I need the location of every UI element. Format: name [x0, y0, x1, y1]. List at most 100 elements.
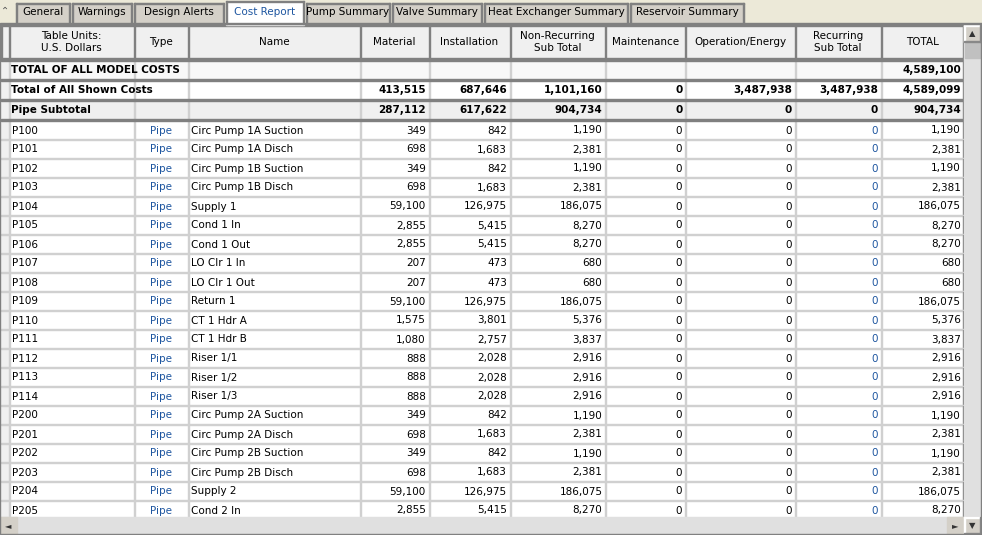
Text: 5,376: 5,376 [931, 316, 961, 325]
Bar [795, 482, 796, 501]
Bar [226, 1, 304, 25]
Bar [963, 349, 964, 368]
Bar [795, 140, 796, 159]
Bar [510, 216, 511, 235]
Text: 0: 0 [785, 105, 792, 115]
Bar [429, 387, 430, 406]
Text: 888: 888 [406, 372, 426, 383]
Text: Pipe: Pipe [150, 392, 172, 401]
Bar [429, 444, 430, 463]
Text: Pipe: Pipe [150, 182, 172, 193]
Text: 687,646: 687,646 [459, 85, 507, 95]
Text: 0: 0 [676, 354, 682, 363]
Bar [1, 462, 964, 463]
Text: P104: P104 [12, 202, 38, 211]
Text: 904,734: 904,734 [913, 105, 961, 115]
Bar [135, 197, 136, 216]
Text: Pipe: Pipe [150, 296, 172, 307]
Bar [429, 463, 430, 482]
Bar [360, 482, 361, 501]
Bar [16, 3, 70, 4]
Bar [963, 273, 964, 292]
Text: 8,270: 8,270 [931, 220, 961, 231]
Bar [135, 463, 136, 482]
Text: 2,381: 2,381 [573, 182, 602, 193]
Bar [0, 517, 964, 534]
Text: Pipe: Pipe [150, 202, 172, 211]
Bar [9, 216, 10, 235]
Bar [795, 197, 796, 216]
Bar [1, 292, 9, 311]
Bar [16, 3, 70, 23]
Text: 1,683: 1,683 [477, 430, 507, 439]
Bar [1, 501, 9, 520]
Text: 680: 680 [942, 278, 961, 287]
Bar [795, 216, 796, 235]
Bar [1, 519, 964, 520]
Bar [1, 329, 964, 330]
Bar [135, 273, 136, 292]
Text: 0: 0 [786, 430, 792, 439]
Bar [881, 387, 882, 406]
Text: P105: P105 [12, 220, 38, 231]
Text: P103: P103 [12, 182, 38, 193]
Text: Circ Pump 1B Suction: Circ Pump 1B Suction [191, 164, 303, 173]
Text: P109: P109 [12, 296, 38, 307]
Bar [135, 254, 136, 273]
Text: Installation: Installation [440, 37, 498, 47]
Text: Return 1: Return 1 [191, 296, 236, 307]
Bar [9, 140, 10, 159]
Text: 1,575: 1,575 [396, 316, 426, 325]
Bar [223, 3, 224, 23]
Text: Supply 1: Supply 1 [191, 202, 237, 211]
Bar [881, 159, 882, 178]
Bar [510, 406, 511, 425]
Text: 2,916: 2,916 [931, 372, 961, 383]
Bar [881, 216, 882, 235]
Bar [881, 121, 882, 140]
Text: 0: 0 [676, 296, 682, 307]
Bar [429, 501, 430, 520]
Text: 2,855: 2,855 [396, 240, 426, 249]
Bar [1, 348, 964, 349]
Bar [360, 292, 361, 311]
Text: P101: P101 [12, 144, 38, 155]
Bar [188, 197, 189, 216]
Text: 680: 680 [582, 278, 602, 287]
Text: P111: P111 [12, 334, 38, 345]
Bar [429, 235, 430, 254]
Bar [360, 254, 361, 273]
Text: ▲: ▲ [969, 29, 976, 38]
Bar [964, 25, 965, 42]
Text: 3,837: 3,837 [573, 334, 602, 345]
Text: 126,975: 126,975 [464, 486, 507, 496]
Bar [881, 501, 882, 520]
Text: Circ Pump 2B Suction: Circ Pump 2B Suction [191, 448, 303, 458]
Text: Circ Pump 1A Disch: Circ Pump 1A Disch [191, 144, 293, 155]
Bar [795, 81, 796, 99]
Bar [134, 3, 224, 23]
Bar [1, 159, 964, 178]
Bar [188, 61, 189, 79]
Bar [360, 235, 361, 254]
Bar [881, 61, 882, 79]
Text: 0: 0 [871, 468, 878, 478]
Bar [1, 443, 964, 444]
Text: 59,100: 59,100 [390, 486, 426, 496]
Text: Circ Pump 1B Disch: Circ Pump 1B Disch [191, 182, 293, 193]
Bar [963, 61, 964, 79]
Text: 5,376: 5,376 [573, 316, 602, 325]
Bar [1, 25, 964, 26]
Bar [1, 330, 964, 349]
Text: CT 1 Hdr A: CT 1 Hdr A [191, 316, 246, 325]
Text: 0: 0 [676, 468, 682, 478]
Bar [1, 387, 9, 406]
Bar [963, 197, 964, 216]
Bar [980, 25, 981, 42]
Bar [72, 3, 132, 23]
Bar [510, 81, 511, 99]
Bar [510, 273, 511, 292]
Bar [360, 159, 361, 178]
Bar [964, 41, 981, 42]
Bar [685, 463, 686, 482]
